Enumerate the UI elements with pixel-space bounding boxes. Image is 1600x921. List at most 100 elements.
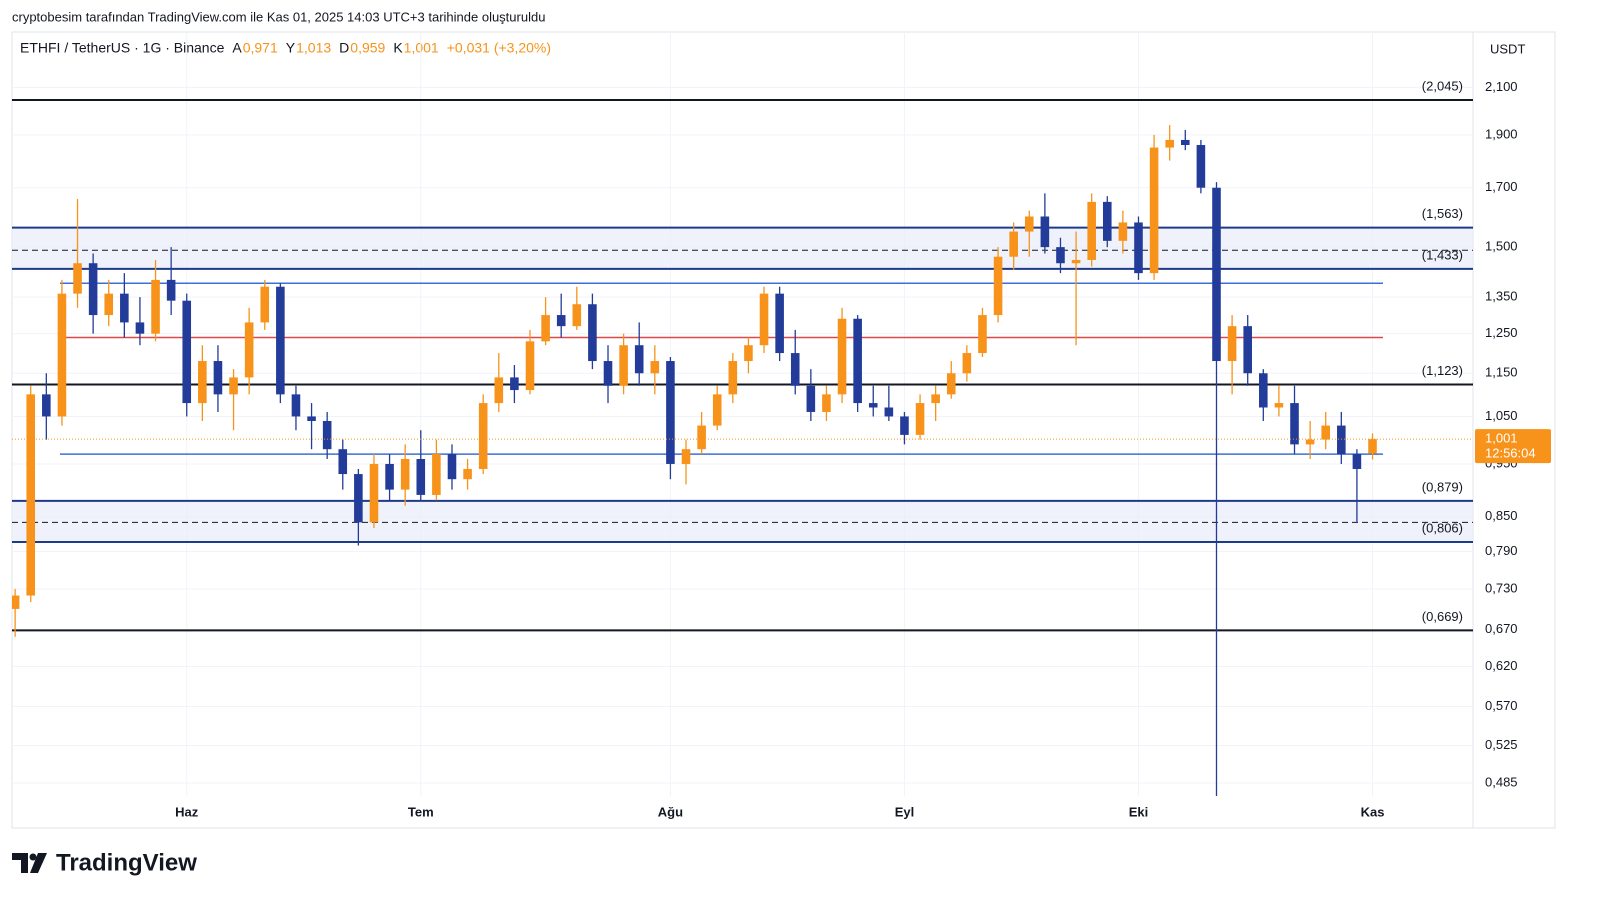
y-tick-label: 1,500 [1485,239,1518,254]
candle-body [1259,373,1268,408]
level-label: (1,563) [1422,206,1463,221]
candle-body [151,279,160,334]
y-tick-label: 0,570 [1485,698,1518,713]
candle-body [1040,216,1050,248]
candle-body [1165,139,1174,148]
y-tick-label: 1,150 [1485,365,1518,380]
zone [12,500,1473,542]
y-tick-label: 0,485 [1485,775,1518,790]
candle-body [1196,145,1206,188]
candle-body [1181,139,1190,146]
candle-body [307,416,316,421]
change: +0,031 (+3,20%) [447,40,551,56]
candle-body [73,263,82,294]
y-tick-label: 2,100 [1485,79,1518,94]
candle-body [260,286,270,323]
candle-body [775,293,784,354]
y-tick-label: 0,850 [1485,508,1518,523]
x-tick-label: Haz [175,804,199,819]
candle-body [354,474,363,523]
y-tick-label: 1,350 [1485,289,1518,304]
candle-body [744,345,753,362]
candle-body [494,377,504,404]
candle-body [759,293,769,346]
candle-body [1024,216,1034,232]
ohlc-key: Y [286,40,296,56]
candle-body [166,279,176,301]
candle-body [868,403,878,408]
candle-body [1102,201,1112,241]
candle-body [400,458,410,490]
candle-body [1243,326,1252,374]
candle-body [712,394,722,426]
candle-body [338,449,348,475]
currency: USDT [1490,41,1525,56]
candle-body [634,345,644,374]
candle-body [884,407,894,417]
candle-body [1009,231,1018,257]
candle-body [1368,439,1377,454]
candle-body [1118,222,1128,241]
level-label: (1,123) [1422,363,1463,378]
candle-body [993,256,1003,316]
ohlc-value: 1,001 [404,40,439,56]
price-tag [1475,429,1551,464]
candle-body [541,315,550,342]
candle-body [1212,187,1221,362]
candle-body [432,454,441,495]
x-tick-label: Tem [408,804,434,819]
candle-body [822,394,831,412]
legend-header: ETHFI / TetherUS · 1G · Binance A 0,971 Y 1,… [20,40,551,56]
level-label: (0,669) [1422,609,1463,624]
candle-body [369,463,379,523]
candle-body [26,394,36,596]
candle-body [525,341,535,391]
watermark: cryptobesim tarafından TradingView.com i… [12,9,545,24]
ohlc-value: 0,959 [350,40,385,56]
x-tick-label: Eki [1129,804,1149,819]
level-label: (1,433) [1422,247,1463,262]
candle-body [1337,425,1346,455]
candle-body [57,293,67,417]
candle-body [463,468,472,480]
price-tag-value: 1,001 [1485,431,1518,446]
y-tick-label: 0,525 [1485,737,1518,752]
candle-body [962,353,972,374]
candle-body [1274,403,1284,408]
candle-body [837,318,847,395]
candle-body [385,463,394,490]
candle-body [806,385,816,412]
candle-body [229,377,238,395]
y-tick-label: 0,670 [1485,621,1518,636]
candle-body [88,263,98,316]
candle-body [322,420,332,450]
candle-body [619,345,628,386]
candle-body [478,403,488,469]
candle-body [244,322,254,378]
candle-body [790,353,800,386]
candle-body [510,377,519,391]
plot [12,99,1473,796]
candle-body [42,394,51,417]
candle-body [915,403,925,435]
brand: TradingView [56,849,197,876]
candle-body [978,315,987,354]
candle-body [213,361,223,395]
y-tick-label: 1,700 [1485,179,1518,194]
symbol-title: ETHFI / TetherUS · 1G · Binance [20,40,225,56]
logo-mark [29,853,37,861]
candle-body [1149,147,1159,274]
candle-body [1321,425,1331,440]
y-tick-label: 0,790 [1485,543,1518,558]
candle-body [931,394,940,404]
zone [12,227,1473,269]
ohlc-value: 1,013 [296,40,331,56]
candle-body [697,425,706,450]
candle-body [666,361,675,464]
brand-logo: TradingView [12,849,197,876]
countdown: 12:56:04 [1485,446,1536,461]
candle-body [291,394,301,417]
candle-body [572,304,582,327]
